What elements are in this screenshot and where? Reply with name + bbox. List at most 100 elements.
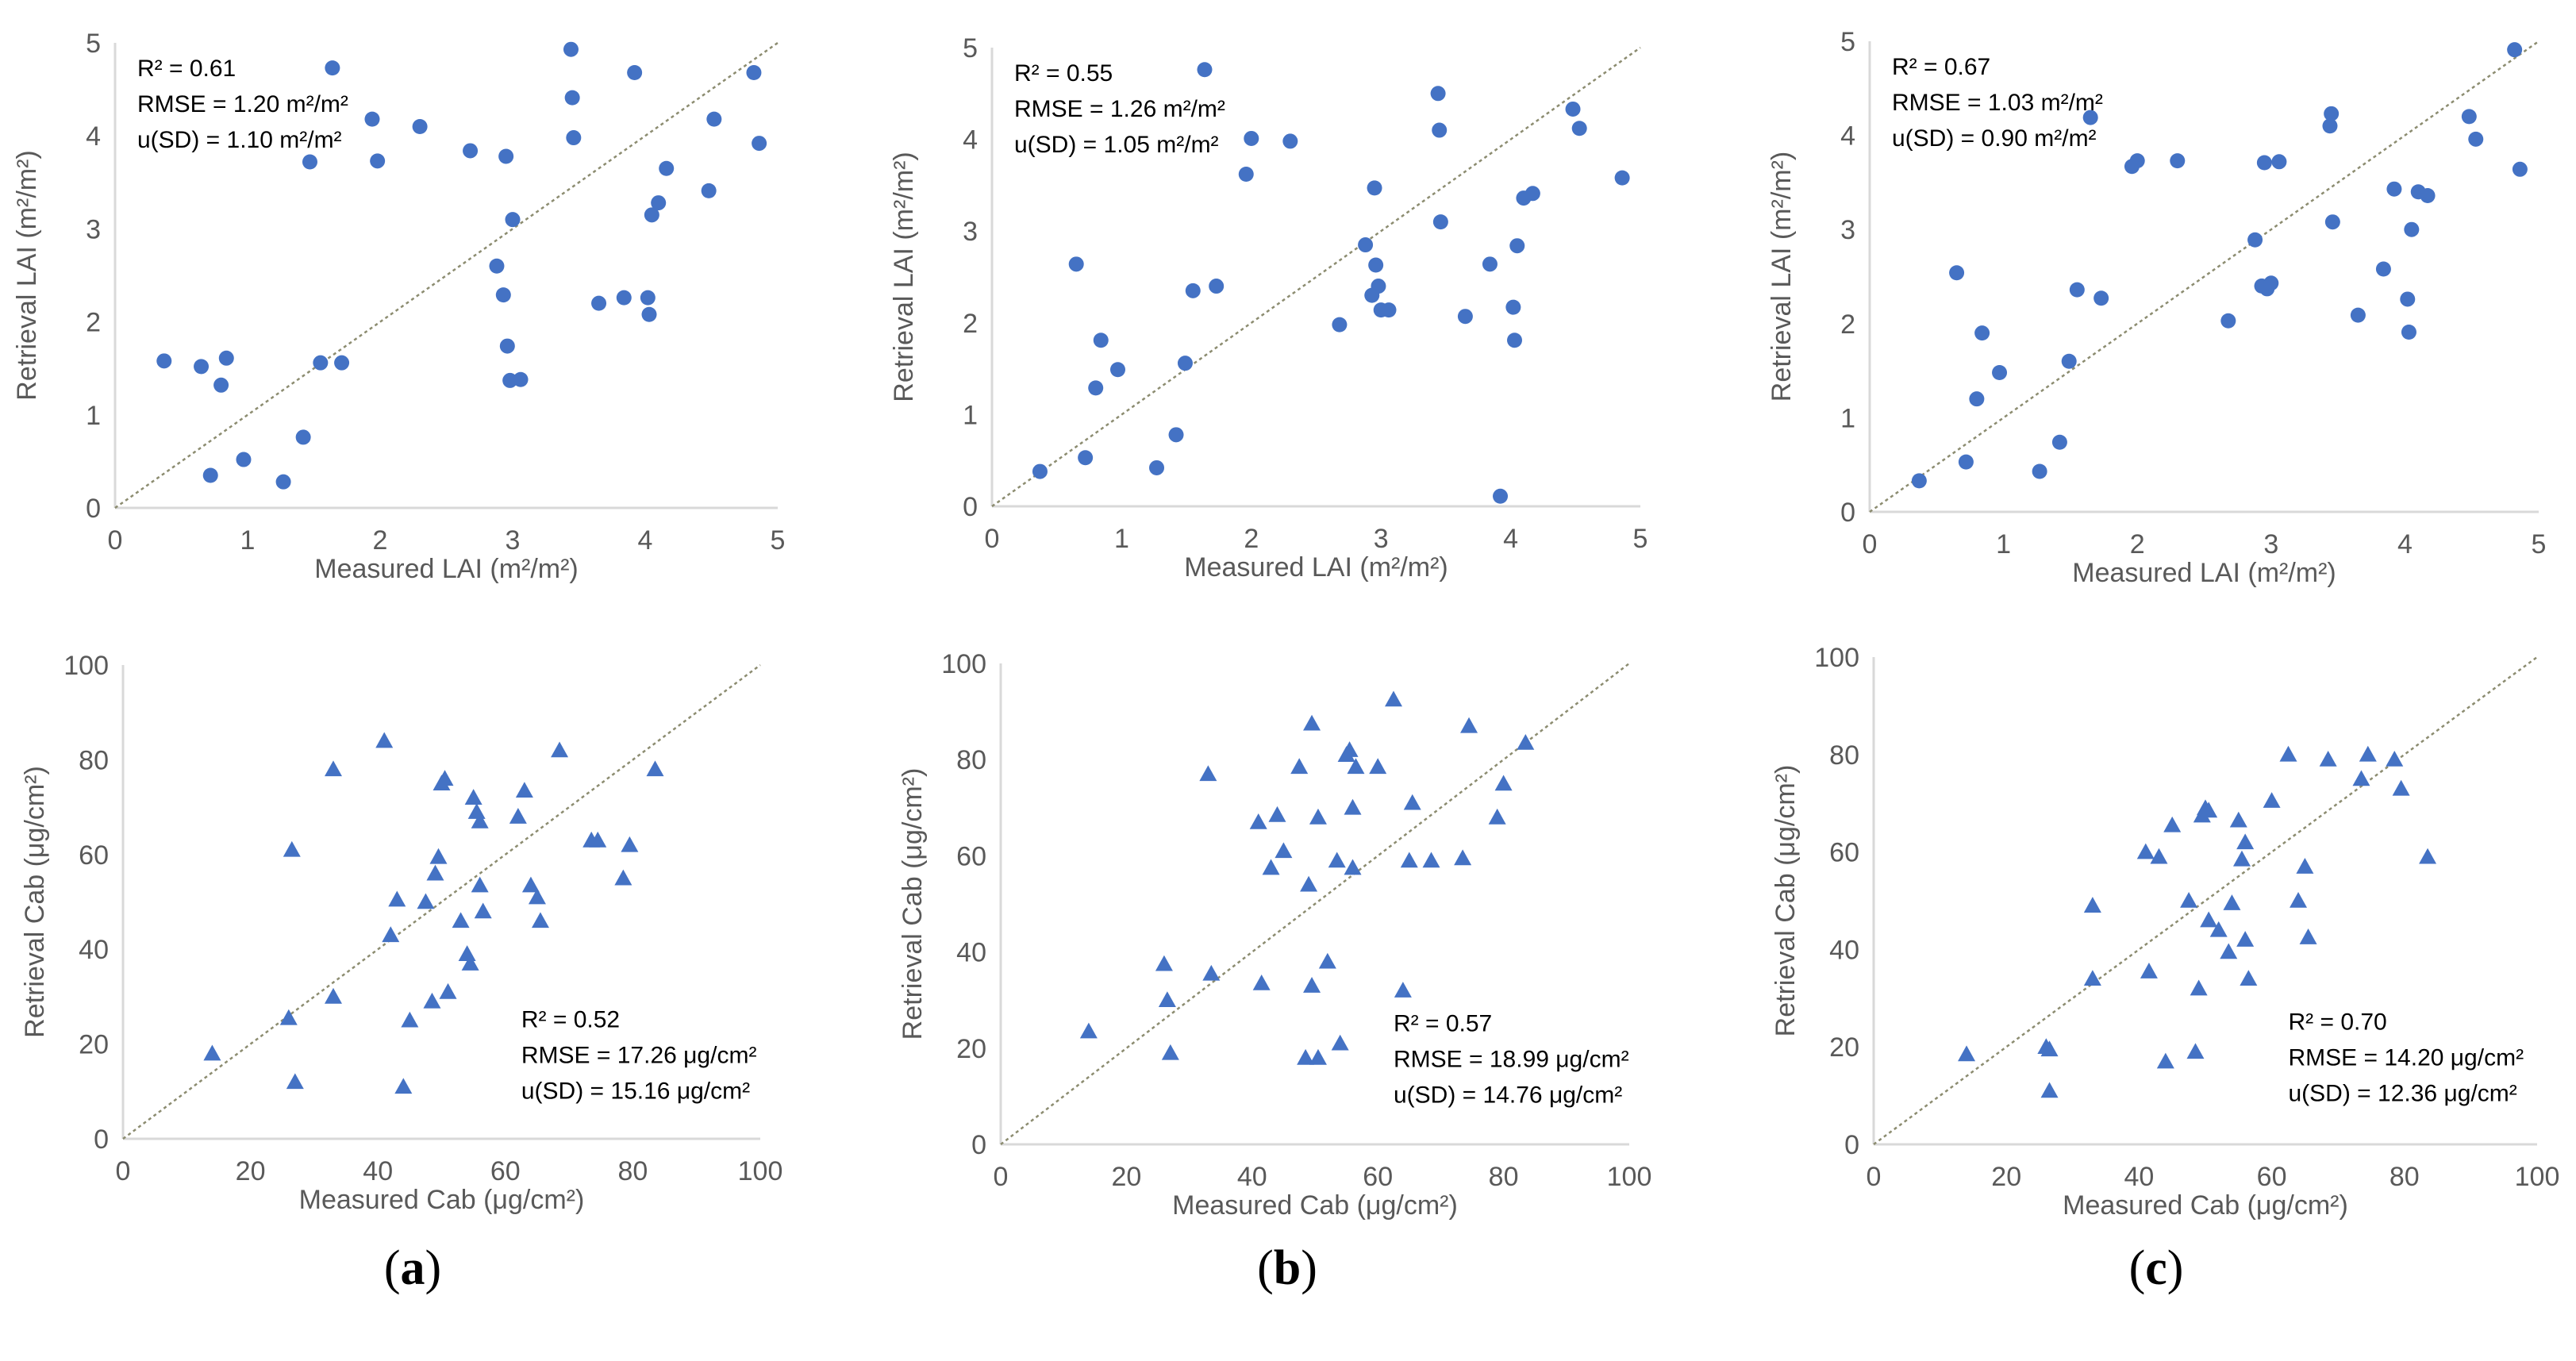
x-axis-label: Measured Cab (μg/cm²) [1172,1190,1458,1221]
data-point [1432,214,1448,230]
stats-line: u(SD) = 15.16 μg/cm² [521,1078,750,1105]
data-point [1149,459,1165,475]
data-point [364,111,380,127]
y-tick-label: 0 [971,1130,986,1160]
x-tick-label: 0 [1867,1162,1882,1192]
data-point [1199,765,1217,782]
stats-line: R² = 0.70 [2289,1009,2387,1036]
data-point [1093,333,1109,348]
x-tick-label: 40 [2124,1162,2154,1192]
data-point [2296,858,2314,874]
data-point [1268,805,1286,822]
x-tick-label: 80 [1489,1162,1519,1192]
x-tick-label: 60 [2257,1162,2287,1192]
data-point [1197,62,1213,78]
data-point [375,732,394,748]
x-tick-label: 5 [1633,524,1648,554]
data-point [2040,1040,2059,1057]
y-axis-label: Retrieval LAI (m²/m²) [1767,152,1797,402]
data-point [2061,353,2077,369]
y-tick-label: 0 [1840,498,1855,528]
panel-cab-c: 0 20 40 60 80 100 0 20 40 60 80 100 Measured Cab (μg… [1771,643,2559,1221]
data-point [1275,842,1293,859]
x-tick-label: 0 [985,524,1000,554]
data-point [1432,122,1448,138]
data-point [646,760,664,777]
stats-line: R² = 0.67 [1892,54,1990,80]
data-point [467,803,486,819]
data-point [474,902,492,919]
data-point [2083,970,2101,986]
data-point [452,912,470,928]
data-point [2083,897,2101,913]
data-point [2170,153,2186,169]
y-tick-label: 40 [956,938,986,968]
one-to-one-line [122,663,761,1140]
x-tick-label: 4 [1503,524,1518,554]
data-point [313,355,329,371]
x-tick-label: 1 [240,525,256,556]
data-point [401,1011,419,1028]
data-point [2129,153,2145,169]
stats-line: u(SD) = 1.10 m²/m² [137,127,342,153]
data-point [2200,802,2218,818]
data-point [2350,307,2366,323]
data-point [2256,155,2272,171]
data-point [513,371,529,387]
stats-line: R² = 0.61 [137,56,236,82]
data-point [1422,852,1440,868]
y-tick-label: 0 [86,494,101,524]
data-point [489,258,505,274]
y-tick-label: 60 [956,841,986,871]
data-point [1911,473,1927,489]
x-tick-label: 2 [2130,529,2145,559]
data-point [640,290,656,306]
data-point [2190,979,2208,996]
x-tick-label: 20 [236,1156,266,1186]
y-tick-label: 5 [1840,27,1855,57]
data-point [1290,758,1309,775]
data-point [2136,843,2155,859]
data-point [1177,356,1193,371]
data-point [1297,1048,1315,1065]
data-point [439,982,457,999]
y-tick-label: 60 [1829,838,1859,868]
x-tick-label: 1 [1996,529,2011,559]
data-point [2468,131,2484,147]
data-point [589,831,607,848]
data-point [2271,154,2287,170]
data-point [1109,362,1125,378]
data-point [2236,833,2255,850]
data-point [1969,391,1985,407]
data-point [1158,991,1176,1007]
x-tick-label: 60 [490,1156,521,1186]
data-point [429,848,448,864]
data-point [1524,186,1540,202]
data-point [1358,237,1374,253]
data-point [746,65,762,81]
stats-line: R² = 0.55 [1014,60,1113,87]
data-point [2352,770,2370,786]
data-point [1344,798,1362,815]
stats-line: RMSE = 17.26 μg/cm² [521,1043,757,1069]
stats-line: u(SD) = 0.90 m²/m² [1892,125,2097,152]
y-tick-label: 4 [963,125,978,156]
data-point [370,153,386,169]
data-point [1252,974,1271,990]
stats-line: RMSE = 1.26 m²/m² [1014,96,1225,122]
data-point [752,136,767,152]
x-tick-label: 3 [2263,529,2278,559]
stats-line: RMSE = 1.03 m²/m² [1892,90,2103,116]
data-point [1344,859,1362,875]
data-point [1078,450,1094,466]
data-point [1460,717,1478,733]
data-point [324,760,342,777]
x-tick-label: 2 [1244,524,1259,554]
data-point [509,808,527,824]
data-point [1282,133,1298,149]
y-tick-label: 5 [963,33,978,63]
data-point [1300,875,1318,892]
y-tick-label: 3 [86,214,101,244]
data-point [463,143,479,159]
data-point [2319,750,2337,767]
